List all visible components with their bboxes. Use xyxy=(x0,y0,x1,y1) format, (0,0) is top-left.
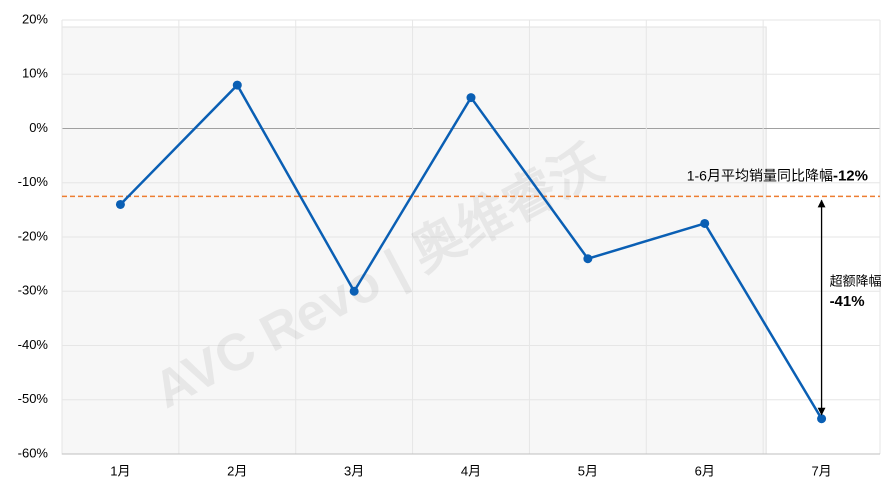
x-tick-label: 3月 xyxy=(344,463,364,478)
data-point xyxy=(349,286,359,296)
x-tick-label: 5月 xyxy=(578,463,598,478)
x-tick-label: 7月 xyxy=(811,463,831,478)
data-point xyxy=(115,199,125,209)
data-point xyxy=(583,254,593,264)
data-point xyxy=(232,80,242,90)
y-tick-label: -50% xyxy=(18,391,49,406)
reference-label-text: 1-6月平均销量同比降幅 xyxy=(687,167,833,183)
y-tick-label: 10% xyxy=(22,66,48,81)
reference-label-value: -12% xyxy=(833,167,868,184)
data-point xyxy=(466,93,476,103)
y-tick-label: -10% xyxy=(18,174,49,189)
x-tick-label: 1月 xyxy=(110,463,130,478)
y-tick-label: -20% xyxy=(18,228,49,243)
y-tick-label: -60% xyxy=(18,445,49,460)
y-tick-label: -30% xyxy=(18,283,49,298)
data-point xyxy=(817,414,827,424)
gap-label: 超额降幅 xyxy=(830,273,882,288)
x-tick-label: 6月 xyxy=(695,463,715,478)
x-tick-label: 4月 xyxy=(461,463,481,478)
gap-value: -41% xyxy=(830,293,865,310)
x-tick-label: 2月 xyxy=(227,463,247,478)
data-point xyxy=(700,218,710,228)
reference-label: 1-6月平均销量同比降幅-12% xyxy=(687,167,868,184)
y-tick-label: -40% xyxy=(18,337,49,352)
y-tick-label: 0% xyxy=(29,120,48,135)
y-tick-label: 20% xyxy=(22,11,48,26)
